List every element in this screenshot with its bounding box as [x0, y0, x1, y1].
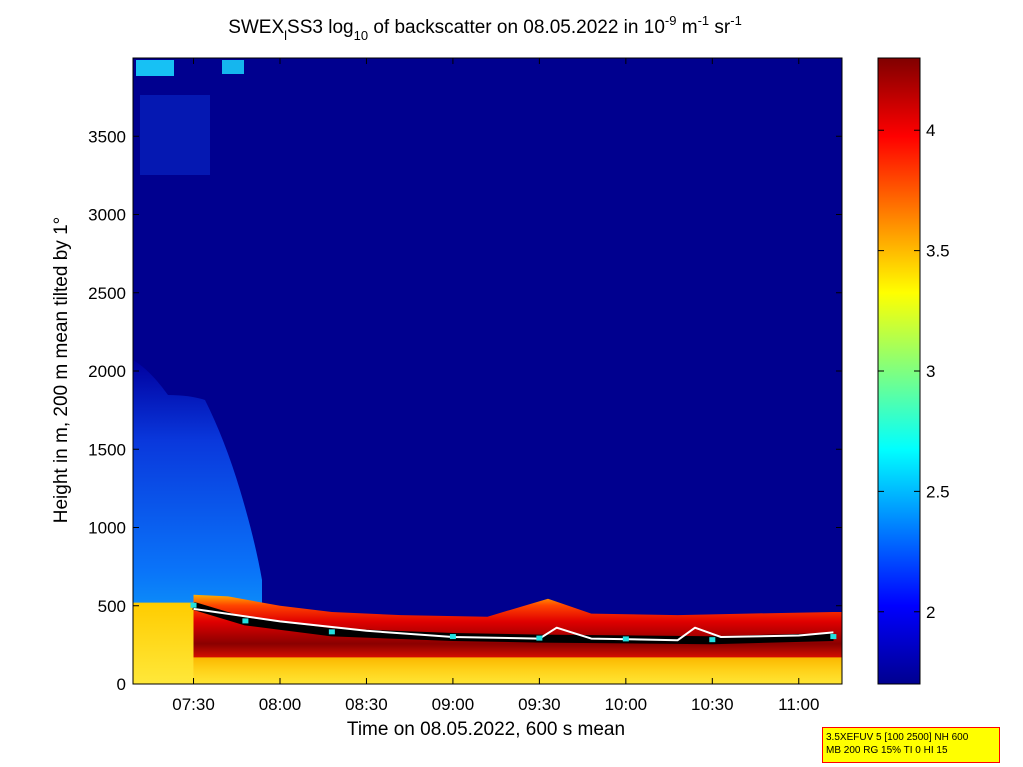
colorbar — [877, 57, 921, 685]
layer-marker — [622, 636, 629, 642]
colorbar-tick-label: 3.5 — [926, 242, 950, 261]
y-tick-label: 500 — [98, 597, 126, 616]
info-line-2: MB 200 RG 15% TI 0 HI 15 — [826, 745, 948, 756]
y-tick-label: 0 — [117, 675, 126, 694]
y-axis-label: Height in m, 200 m mean tilted by 1° — [51, 217, 72, 523]
info-line-1: 3.5XEFUV 5 [100 2500] NH 600 — [826, 732, 969, 743]
plot-area — [133, 58, 842, 684]
colorbar-ticks: 2 2.5 3 3.5 4 — [878, 121, 950, 622]
x-axis-label: Time on 08.05.2022, 600 s mean — [347, 719, 625, 740]
y-axis: 0 500 1000 1500 2000 2500 3000 3500 — [88, 127, 842, 694]
x-tick-label: 11:00 — [778, 695, 819, 714]
x-tick-label: 09:30 — [518, 695, 561, 714]
x-tick-label: 10:00 — [605, 695, 648, 714]
upper-cloud-patch-2 — [222, 60, 244, 74]
y-tick-label: 1000 — [88, 519, 126, 538]
x-tick-label: 10:30 — [691, 695, 734, 714]
layer-marker — [328, 629, 335, 635]
layer-marker — [536, 635, 543, 641]
y-tick-label: 2000 — [88, 362, 126, 381]
upper-cloud-specks — [140, 95, 210, 175]
layer-marker — [830, 634, 837, 640]
x-tick-label: 08:30 — [345, 695, 388, 714]
x-tick-label: 09:00 — [432, 695, 475, 714]
layer-marker — [449, 634, 456, 640]
surface-layer — [193, 657, 842, 684]
upper-cloud-patch — [136, 60, 174, 76]
colorbar-tick-label: 2 — [926, 603, 935, 622]
surface-layer-early — [133, 602, 194, 684]
white-layer-line — [193, 607, 834, 642]
chart-title: SWEXlSS3 log10 of backscatter on 08.05.2… — [228, 13, 742, 43]
info-box: 3.5XEFUV 5 [100 2500] NH 600 MB 200 RG 1… — [822, 727, 1000, 763]
x-tick-label: 07:30 — [172, 695, 215, 714]
layer-marker — [242, 618, 249, 624]
layer-marker — [190, 602, 197, 608]
y-tick-label: 3000 — [88, 206, 126, 225]
colorbar-tick-label: 4 — [926, 121, 935, 140]
x-axis: 07:30 08:00 08:30 09:00 09:30 10:00 10:30 11:00 — [172, 58, 819, 714]
x-tick-label: 08:00 — [259, 695, 302, 714]
y-tick-label: 3500 — [88, 127, 126, 146]
layer-lines — [190, 601, 837, 645]
y-tick-label: 1500 — [88, 440, 126, 459]
colorbar-tick-label: 3 — [926, 362, 935, 381]
colorbar-tick-label: 2.5 — [926, 482, 950, 501]
y-tick-label: 2500 — [88, 284, 126, 303]
layer-marker — [709, 637, 716, 643]
